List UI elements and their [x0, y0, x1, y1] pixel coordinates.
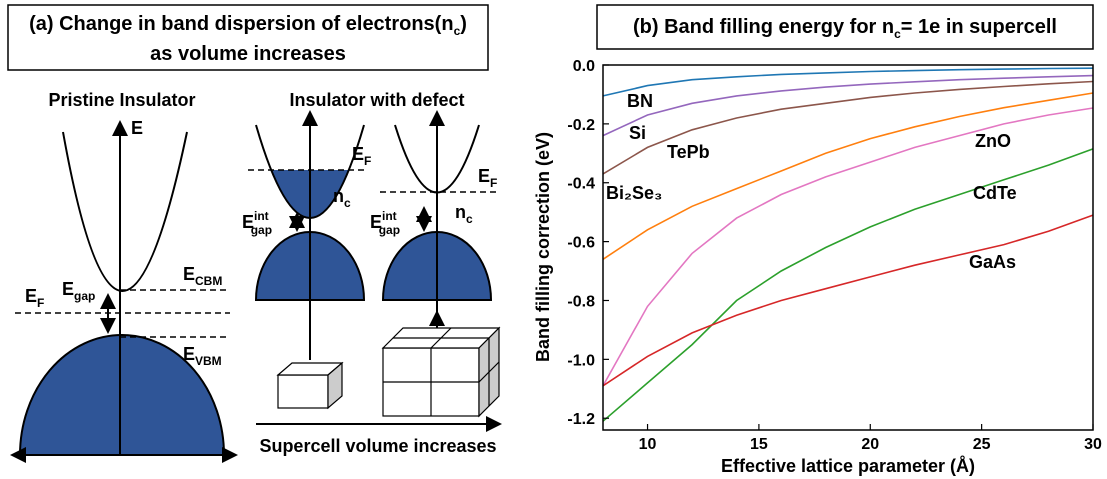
x-tick-label: 20	[861, 436, 879, 453]
series-line	[602, 148, 1094, 422]
nc-label: nc	[333, 186, 351, 210]
y-tick-label: -0.8	[567, 293, 595, 310]
series-label: Si	[629, 123, 646, 143]
series-line	[602, 214, 1094, 387]
x-axis-label: Effective lattice parameter (Å)	[721, 456, 975, 476]
y-tick-label: -0.2	[567, 117, 595, 134]
title-box	[7, 4, 489, 71]
y-tick-label: 0.0	[573, 58, 595, 75]
series-line	[602, 107, 1094, 387]
fermi-label: EF	[25, 286, 44, 310]
series-line	[602, 74, 1094, 137]
chart-title: (b) Band filling energy for nc= 1e in su…	[633, 16, 1057, 41]
panel-title-line: as volume increases	[150, 43, 346, 65]
series-label: CdTe	[973, 183, 1017, 203]
small-cube	[276, 361, 344, 410]
series-label: TePb	[667, 142, 710, 162]
series-label: BN	[627, 91, 653, 111]
series-label: ZnO	[975, 131, 1011, 151]
title-box	[596, 4, 1094, 50]
panel-title: (a) Change in band dispersion of electro…	[29, 13, 467, 38]
cbm-label: ECBM	[183, 264, 222, 288]
valence-band	[18, 334, 226, 456]
conduction-band	[62, 131, 188, 292]
series-label: Bi₂Se₃	[606, 183, 662, 203]
plot-frame	[602, 64, 1094, 431]
int-gap-label: Eint gap	[370, 209, 400, 237]
series-label: GaAs	[969, 252, 1016, 272]
nc-label: nc	[455, 202, 473, 226]
series-line	[602, 92, 1094, 260]
y-axis-label: Band filling correction (eV)	[533, 132, 553, 362]
volume-label: Supercell volume increases	[259, 436, 496, 456]
series-line	[602, 80, 1094, 175]
energy-label: E	[131, 118, 143, 138]
y-tick-label: -0.4	[567, 176, 595, 193]
y-tick-label: -1.2	[567, 411, 595, 428]
y-tick-label: -1.0	[567, 352, 595, 369]
pristine-label: Pristine Insulator	[48, 90, 195, 110]
int-gap-label: Eint gap	[242, 209, 272, 237]
gap-label: Egap	[62, 279, 95, 303]
defect-label: Insulator with defect	[289, 90, 464, 110]
x-tick-label: 25	[973, 436, 991, 453]
fermi-label: EF	[478, 166, 497, 190]
x-tick-label: 15	[750, 436, 768, 453]
y-tick-label: -0.6	[567, 235, 595, 252]
vbm-label: EVBM	[183, 344, 222, 368]
x-tick-label: 30	[1084, 436, 1102, 453]
large-cube	[381, 326, 501, 418]
series-line	[602, 67, 1094, 97]
x-tick-label: 10	[639, 436, 657, 453]
fermi-label: EF	[352, 144, 371, 168]
